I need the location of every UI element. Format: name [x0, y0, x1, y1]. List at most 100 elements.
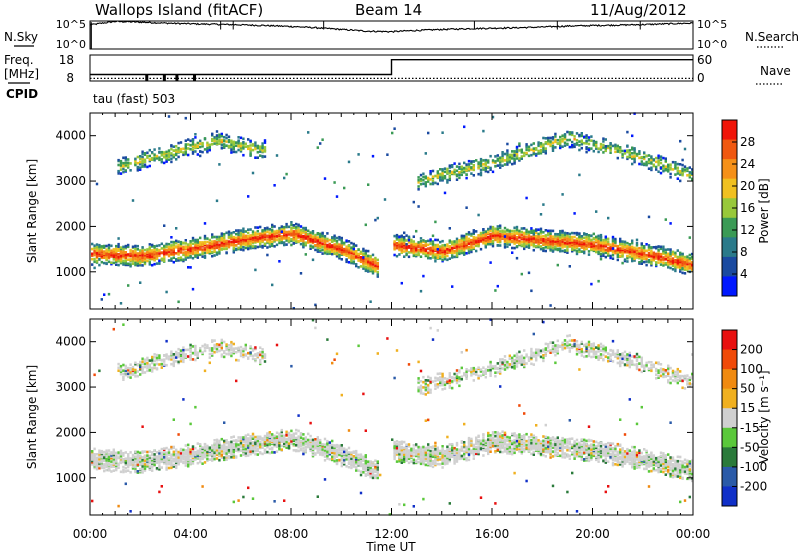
heat-cell — [588, 236, 590, 239]
heat-cell — [501, 160, 503, 163]
heat-cell — [201, 151, 203, 154]
heat-cell — [336, 237, 338, 240]
heat-cell-sparse — [365, 224, 367, 227]
heat-cell — [573, 239, 575, 242]
heat-cell — [254, 232, 256, 235]
heat-cell — [158, 249, 160, 252]
heat-cell-sparse — [266, 254, 268, 257]
heat-cell — [523, 155, 525, 158]
heat-cell — [201, 454, 203, 457]
heat-cell-sparse — [547, 230, 549, 233]
heat-cell — [475, 250, 477, 253]
heat-cell — [653, 246, 655, 249]
heat-cell — [206, 144, 208, 147]
heat-cell — [451, 171, 453, 174]
heat-cell — [225, 140, 227, 143]
heat-cell — [125, 169, 127, 172]
heat-cell — [583, 240, 585, 243]
heat-cell — [494, 238, 496, 241]
heat-cell — [151, 244, 153, 247]
heat-cell — [638, 163, 640, 166]
heat-cell — [120, 373, 122, 376]
heat-cell — [353, 255, 355, 258]
heat-cell — [554, 238, 556, 241]
heat-cell — [307, 240, 309, 243]
heat-cell — [216, 134, 218, 137]
heat-cell — [576, 242, 578, 245]
heat-cell — [451, 254, 453, 257]
heat-cell — [533, 230, 535, 233]
heat-cell — [516, 236, 518, 239]
heat-cell — [369, 255, 371, 258]
heat-cell — [271, 240, 273, 243]
heat-cell-sparse — [641, 243, 643, 246]
heat-cell — [521, 151, 523, 154]
heat-cell — [619, 255, 621, 258]
heat-cell — [468, 246, 470, 249]
heat-cell — [269, 245, 271, 248]
heat-cell — [242, 141, 244, 144]
heat-cell — [182, 246, 184, 249]
heat-cell — [177, 147, 179, 150]
heat-cell — [228, 441, 230, 444]
heat-cell — [108, 452, 110, 455]
heat-cell — [600, 143, 602, 146]
heat-cell — [129, 457, 131, 460]
heat-cell-sparse — [540, 213, 542, 216]
heat-cell — [153, 263, 155, 266]
heat-cell — [329, 246, 331, 249]
heat-cell — [338, 243, 340, 246]
heat-cell — [233, 151, 235, 154]
heat-cell — [254, 144, 256, 147]
heat-cell — [629, 152, 631, 155]
heat-cell — [537, 239, 539, 242]
heat-cell-sparse — [312, 259, 314, 262]
heat-cell — [341, 258, 343, 261]
heat-cell — [93, 261, 95, 264]
heat-cell — [103, 454, 105, 457]
heat-cell — [348, 261, 350, 264]
heat-cell — [273, 230, 275, 233]
heat-cell — [276, 230, 278, 233]
heat-cell — [168, 355, 170, 358]
heat-cell — [189, 354, 191, 357]
heat-cell-sparse — [216, 200, 218, 203]
heat-cell — [326, 244, 328, 247]
heat-cell-sparse — [518, 142, 520, 145]
heat-cell — [684, 168, 686, 171]
heat-cell — [125, 260, 127, 263]
heat-cell — [456, 178, 458, 181]
heat-cell — [441, 250, 443, 253]
heat-cell — [240, 232, 242, 235]
heat-cell — [636, 242, 638, 245]
heat-cell — [300, 229, 302, 232]
heat-cell — [98, 264, 100, 267]
heat-cell — [377, 259, 379, 262]
heat-cell — [482, 163, 484, 166]
heat-cell — [283, 244, 285, 247]
heat-cell — [170, 460, 172, 463]
heat-cell — [101, 456, 103, 459]
heat-cell — [132, 454, 134, 457]
heat-cell-sparse — [494, 289, 496, 292]
heat-cell — [657, 155, 659, 158]
heat-cell — [600, 146, 602, 149]
heat-cell — [494, 155, 496, 158]
heat-cell — [492, 235, 494, 238]
heat-cell — [201, 446, 203, 449]
heat-cell — [185, 349, 187, 352]
heat-cell — [552, 235, 554, 238]
heat-cell — [266, 235, 268, 238]
heat-cell — [247, 248, 249, 251]
heat-cell — [477, 240, 479, 243]
heat-cell — [614, 144, 616, 147]
heat-cell — [211, 255, 213, 258]
heat-cell — [110, 463, 112, 466]
heat-cell — [355, 263, 357, 266]
heat-cell-sparse — [333, 181, 335, 184]
heat-cell — [165, 252, 167, 255]
heat-cell — [427, 247, 429, 250]
heat-cell — [631, 156, 633, 159]
heat-cell — [648, 161, 650, 164]
